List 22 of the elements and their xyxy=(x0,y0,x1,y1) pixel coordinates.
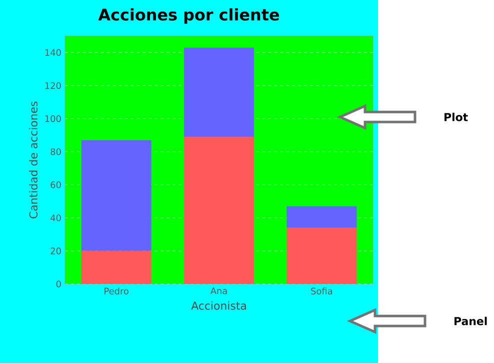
bar xyxy=(81,140,152,251)
y-tick-label: 40 xyxy=(50,214,61,222)
y-tick-label: 20 xyxy=(50,248,61,254)
bar xyxy=(286,228,357,284)
x-tick-label: Pedro xyxy=(104,288,128,294)
x-tick-label: Ana xyxy=(210,288,227,294)
y-tick-label: 100 xyxy=(45,115,61,122)
bar xyxy=(286,206,357,228)
y-tick-label: 120 xyxy=(45,82,61,89)
x-axis-title: Accionista xyxy=(191,301,246,310)
y-tick-label: 0 xyxy=(56,280,61,288)
y-tick-label: 60 xyxy=(50,181,61,188)
x-tick-label: Sofia xyxy=(311,288,332,294)
y-tick-label: 80 xyxy=(50,148,61,156)
bar xyxy=(81,250,152,284)
text: Plot xyxy=(444,112,468,122)
text: Panel xyxy=(454,316,487,326)
y-axis-title: Cantidad de acciones xyxy=(29,102,38,218)
bar xyxy=(184,48,254,137)
bar xyxy=(184,136,254,284)
chart-title: Acciones por cliente xyxy=(98,8,280,24)
y-tick-label: 140 xyxy=(45,49,61,56)
